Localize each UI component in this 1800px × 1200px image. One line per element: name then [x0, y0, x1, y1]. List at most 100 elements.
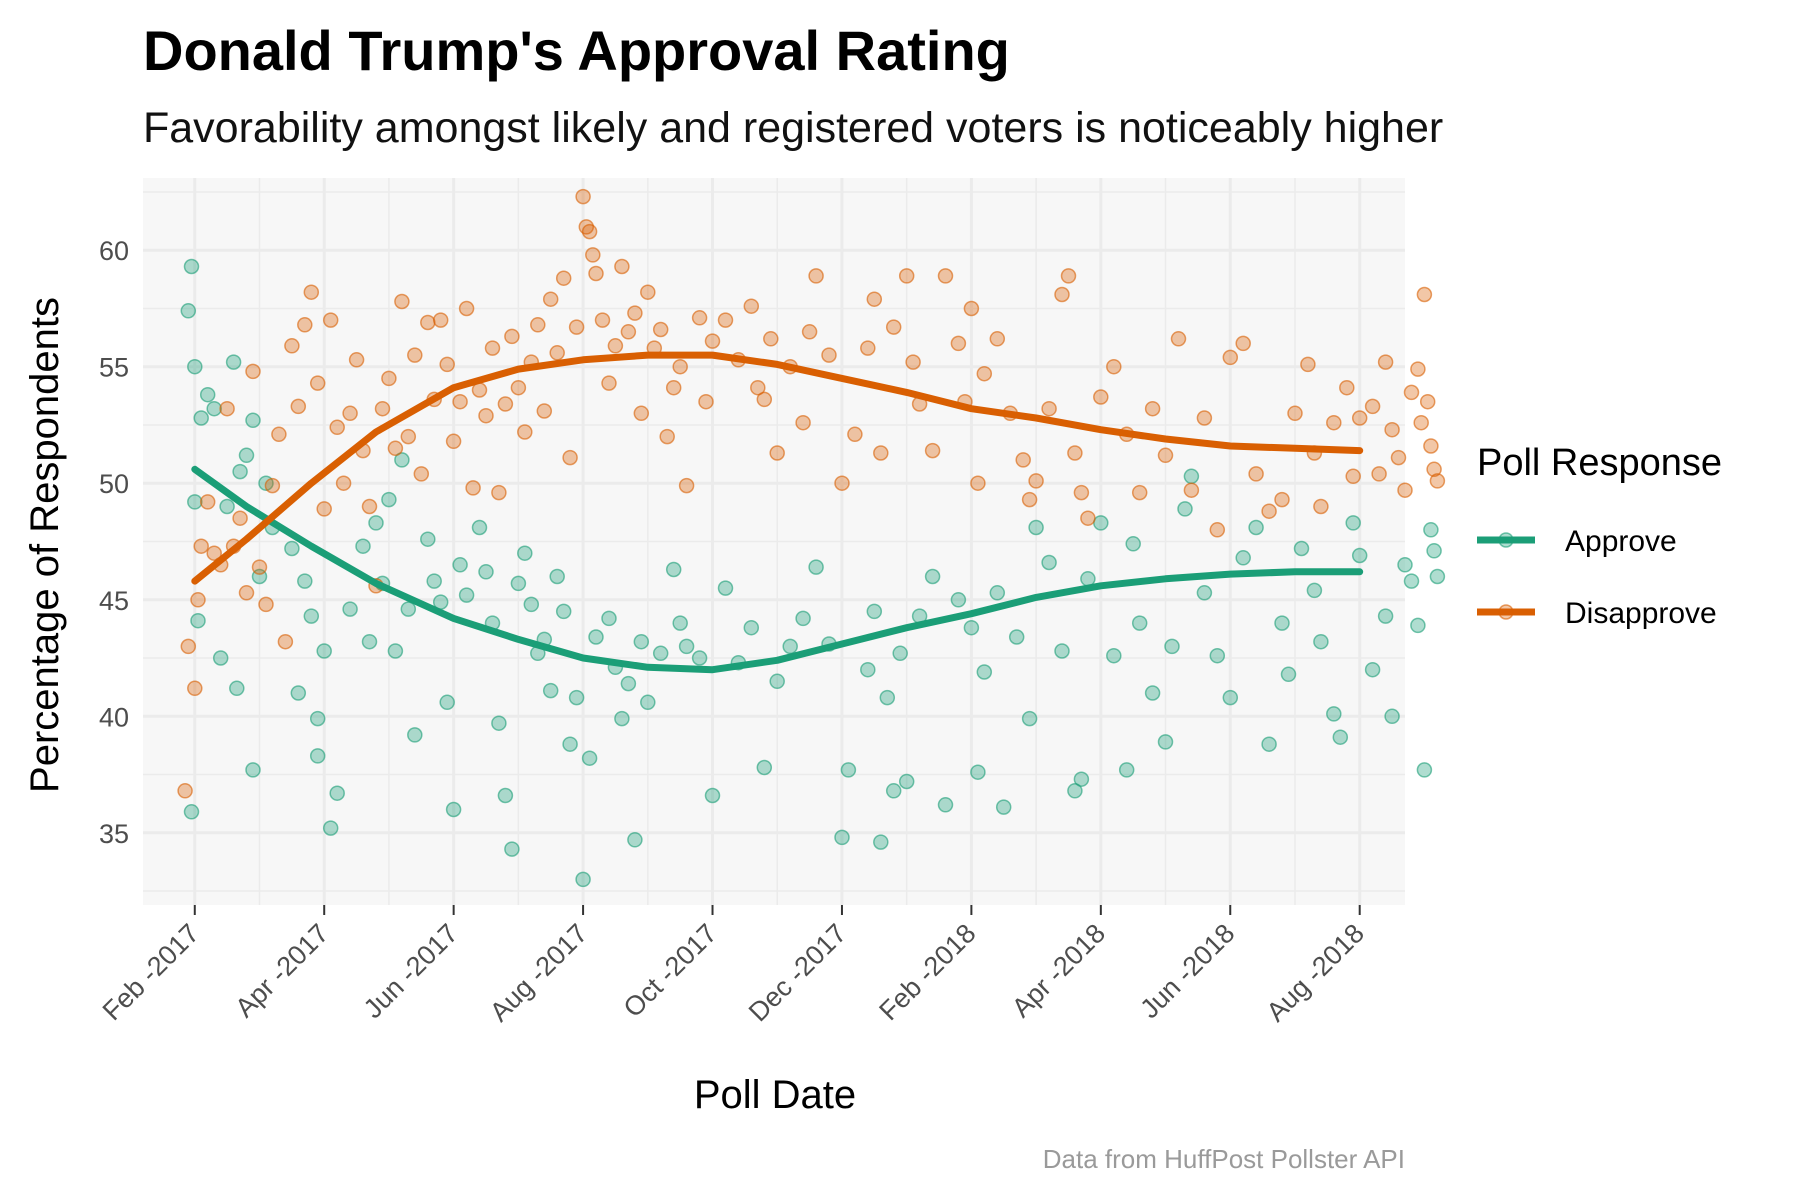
approve-point	[471, 519, 488, 536]
approve-point	[1426, 543, 1442, 559]
disapprove-point	[510, 379, 527, 396]
approve-point	[549, 568, 565, 585]
approve-point	[368, 515, 384, 531]
approve-point	[445, 801, 462, 818]
disapprove-point	[219, 400, 235, 417]
approve-trend-line	[191, 465, 1364, 674]
approve-point	[1429, 568, 1446, 585]
disapprove-point	[1021, 491, 1038, 508]
chart-title: Donald Trump's Approval Rating	[143, 19, 1010, 82]
approve-point	[840, 762, 857, 778]
disapprove-point	[206, 545, 222, 561]
disapprove-point	[866, 291, 883, 307]
approve-point	[381, 491, 397, 508]
disapprove-point	[504, 328, 520, 345]
approve-point	[420, 531, 436, 547]
disapprove-point	[190, 592, 206, 608]
approve-point	[860, 661, 876, 678]
disapprove-point	[659, 428, 675, 445]
disapprove-point	[361, 498, 378, 515]
disapprove-point	[1426, 461, 1442, 478]
approve-point	[963, 619, 980, 636]
approve-point	[452, 557, 468, 573]
approve-point	[542, 682, 559, 699]
disapprove-point	[633, 405, 650, 422]
approve-point	[400, 601, 417, 617]
disapprove-point	[1287, 405, 1303, 422]
approve-point	[245, 762, 261, 778]
disapprove-point	[860, 340, 876, 356]
approve-point	[1280, 666, 1297, 683]
approve-point	[1274, 615, 1290, 631]
disapprove-point	[1339, 379, 1355, 396]
disapprove-point	[801, 324, 818, 340]
y-axis-ticks: 35 40 45 50 55 60	[99, 236, 129, 849]
approve-point	[394, 452, 410, 468]
approve-point	[1326, 706, 1342, 722]
approve-point	[297, 573, 313, 589]
disapprove-point	[640, 284, 656, 300]
disapprove-point	[1377, 354, 1394, 370]
x-tick-label: Jun -2018	[1134, 918, 1240, 1024]
approve-point	[672, 615, 688, 631]
approve-point	[898, 773, 915, 790]
disapprove-point	[245, 363, 261, 380]
disapprove-point	[1209, 522, 1226, 538]
disapprove-point	[1248, 466, 1264, 482]
disapprove-point	[232, 510, 248, 526]
disapprove-point	[989, 331, 1006, 347]
disapprove-point	[420, 314, 436, 331]
x-tick-label: Dec -2017	[743, 918, 852, 1027]
disapprove-point	[1419, 393, 1436, 410]
legend-disapprove-label: Disapprove	[1565, 597, 1717, 630]
approve-point	[1403, 573, 1420, 589]
approve-point	[1351, 547, 1368, 564]
approve-point	[1313, 633, 1329, 650]
disapprove-point	[187, 680, 203, 697]
approve-point	[1118, 762, 1135, 778]
disapprove-point	[1384, 421, 1400, 438]
disapprove-point	[575, 188, 591, 205]
approve-point	[627, 832, 643, 848]
disapprove-point	[1364, 398, 1381, 415]
disapprove-point	[1080, 510, 1096, 526]
disapprove-point	[1106, 358, 1122, 375]
disapprove-point	[834, 475, 850, 491]
approve-point	[1416, 762, 1433, 778]
approve-point	[1093, 515, 1109, 531]
approve-point	[743, 619, 760, 636]
disapprove-point	[290, 398, 307, 415]
disapprove-point	[1397, 482, 1413, 498]
approve-point	[1157, 734, 1174, 750]
x-tick-label: Feb -2018	[873, 918, 981, 1026]
disapprove-point	[348, 352, 365, 368]
approve-point	[678, 638, 695, 655]
approve-point	[232, 463, 248, 480]
approve-point	[620, 675, 637, 692]
legend-approve-marker	[1498, 532, 1514, 548]
disapprove-point	[665, 379, 682, 396]
disapprove-point	[585, 247, 601, 263]
y-axis-title: Percentage of Respondents	[23, 297, 67, 793]
approve-point	[717, 580, 734, 596]
approve-point	[1410, 617, 1426, 634]
approve-point	[1106, 647, 1122, 664]
approve-point	[1021, 710, 1038, 727]
approve-point	[568, 689, 585, 706]
disapprove-point	[821, 347, 837, 363]
disapprove-point	[199, 494, 216, 510]
disapprove-point	[1300, 356, 1316, 373]
approve-point	[458, 587, 475, 603]
disapprove-point	[976, 365, 993, 382]
approve-point	[290, 685, 307, 701]
approve-point	[1377, 608, 1394, 624]
approve-point	[497, 787, 514, 804]
disapprove-point	[905, 354, 921, 370]
approve-point	[183, 258, 200, 275]
disapprove-point	[1351, 410, 1368, 426]
approve-point	[309, 748, 326, 764]
approve-point	[756, 759, 773, 776]
approve-point	[575, 871, 591, 888]
disapprove-point	[491, 484, 507, 501]
